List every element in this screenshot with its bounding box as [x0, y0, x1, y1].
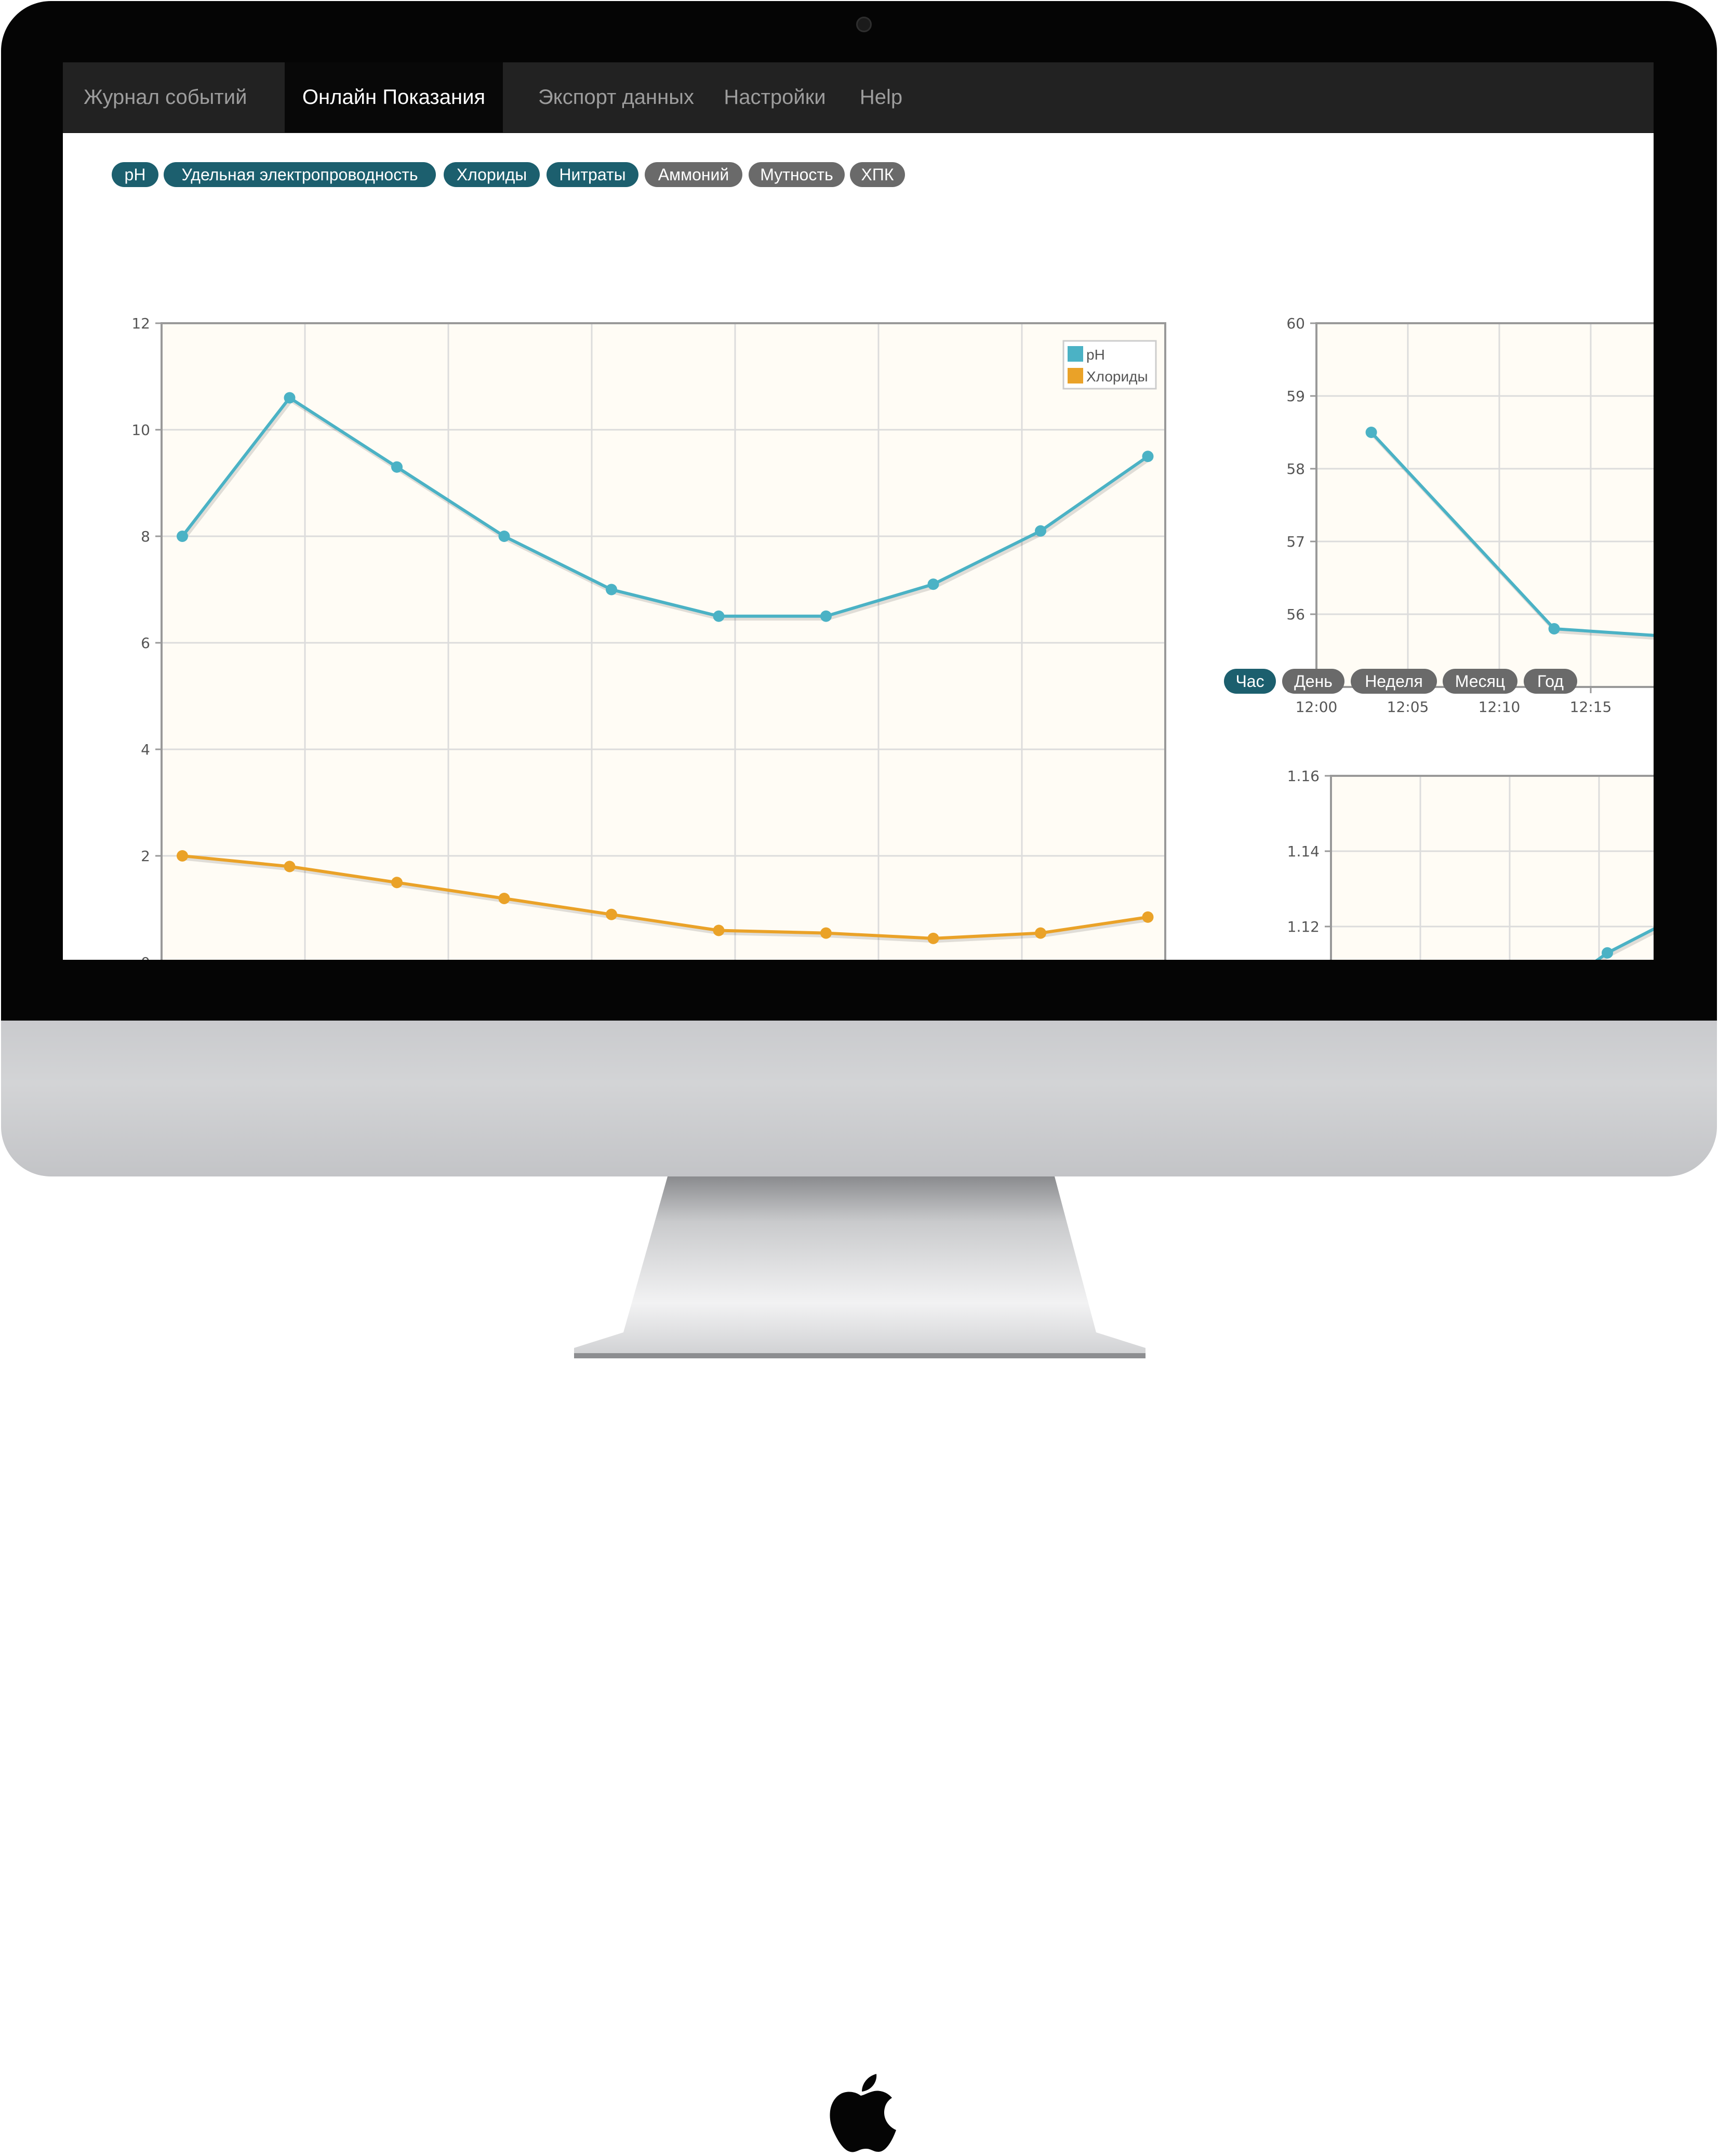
series-line: [181, 396, 1149, 618]
y-tick-label: 2: [141, 848, 150, 865]
data-point: [606, 584, 617, 596]
legend-label: Хлориды: [1086, 368, 1148, 385]
data-point: [1035, 927, 1046, 939]
param-pill-ph[interactable]: pH: [112, 162, 158, 187]
data-point: [820, 927, 832, 939]
x-tick-label: 12:15: [1570, 698, 1612, 716]
y-tick-label: 60: [1286, 315, 1305, 332]
period-pill-year[interactable]: Год: [1524, 669, 1577, 694]
nav-online-readings[interactable]: Онлайн Показания: [285, 62, 503, 133]
data-point: [391, 461, 403, 473]
param-pill-chlorides[interactable]: Хлориды: [444, 162, 540, 187]
legend-swatch: [1068, 346, 1083, 362]
param-pill-nitrates[interactable]: Нитраты: [547, 162, 638, 187]
y-tick-label: 57: [1286, 533, 1305, 550]
data-point: [1548, 623, 1560, 634]
main-line-chart: 0 2 4 6 8 10 12 pH Хлориды: [131, 315, 1166, 960]
data-point: [177, 531, 188, 542]
param-pill-conductivity[interactable]: Удельная электропроводность: [164, 162, 436, 187]
y-tick-label: 4: [141, 741, 150, 758]
data-point: [498, 893, 510, 904]
y-tick-label: 10: [131, 421, 150, 439]
data-point: [927, 932, 939, 944]
x-tick-label: 12:05: [1387, 698, 1429, 716]
y-tick-label: 1.14: [1287, 843, 1320, 860]
top-navbar: Журнал событий Онлайн Показания Экспорт …: [63, 62, 1654, 133]
data-point: [1602, 947, 1613, 959]
plot-area: [1331, 776, 1654, 960]
nav-settings[interactable]: Настройки: [724, 86, 826, 109]
data-point: [713, 924, 725, 936]
plot-area: [1316, 323, 1654, 687]
legend-label: pH: [1086, 347, 1105, 363]
series-line: [182, 854, 1148, 940]
right-bottom-line-chart: 1.081.101.121.141.16: [1287, 768, 1654, 960]
y-tick-label: 8: [141, 528, 150, 545]
legend-swatch: [1068, 368, 1083, 383]
period-pill-hour[interactable]: Час: [1224, 669, 1276, 694]
param-pill-turbidity[interactable]: Мутность: [749, 162, 845, 187]
data-point: [1365, 427, 1377, 438]
data-point: [391, 877, 403, 889]
period-pill-week[interactable]: Неделя: [1351, 669, 1437, 694]
data-point: [177, 850, 188, 862]
data-point: [498, 531, 510, 542]
period-pill-day[interactable]: День: [1282, 669, 1344, 694]
plot-area: [162, 323, 1165, 960]
param-pill-ammonium[interactable]: Аммоний: [645, 162, 742, 187]
app-screen: Журнал событий Онлайн Показания Экспорт …: [63, 62, 1654, 960]
y-tick-label: 6: [141, 634, 150, 652]
data-point: [713, 610, 725, 622]
nav-help[interactable]: Help: [859, 86, 903, 109]
y-tick-label: 0: [141, 954, 150, 960]
camera-icon: [856, 17, 872, 32]
data-point: [1142, 451, 1154, 462]
data-point: [1035, 525, 1046, 537]
y-tick-label: 59: [1286, 388, 1305, 405]
monitor-chin: [1, 1021, 1717, 2152]
y-tick-label: 1.16: [1287, 768, 1320, 785]
y-tick-label: 58: [1286, 460, 1305, 478]
x-tick-label: 12:10: [1479, 698, 1521, 716]
data-point: [820, 610, 832, 622]
data-point: [927, 578, 939, 590]
data-point: [284, 861, 296, 872]
data-point: [606, 908, 617, 920]
param-pill-cod[interactable]: ХПК: [850, 162, 905, 187]
data-point: [1142, 911, 1154, 923]
y-tick-label: 12: [131, 315, 150, 332]
x-tick-label: 12:00: [1296, 698, 1338, 716]
plot-border: [161, 322, 1166, 960]
plot-border: [1330, 775, 1654, 960]
monitor-stand: [574, 1176, 1146, 1358]
series-line-shadow: [183, 856, 1150, 943]
apple-logo-icon: [830, 2074, 896, 2152]
y-tick-label: 1.12: [1287, 918, 1320, 935]
nav-data-export[interactable]: Экспорт данных: [538, 86, 694, 109]
period-pill-month[interactable]: Месяц: [1443, 669, 1517, 694]
y-tick-label: 56: [1286, 606, 1305, 623]
nav-event-log[interactable]: Журнал событий: [84, 86, 247, 109]
data-point: [284, 392, 296, 404]
